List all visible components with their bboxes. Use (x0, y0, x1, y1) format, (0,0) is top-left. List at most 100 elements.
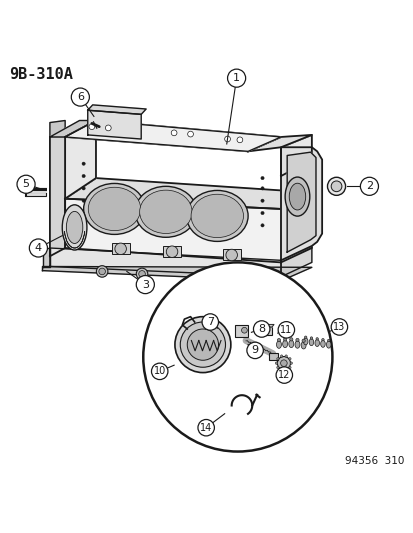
Circle shape (276, 358, 278, 360)
Polygon shape (50, 137, 65, 256)
Circle shape (321, 338, 323, 341)
Circle shape (241, 327, 247, 333)
Circle shape (115, 243, 126, 255)
Polygon shape (50, 120, 96, 137)
Circle shape (309, 337, 312, 340)
Polygon shape (280, 247, 311, 277)
Circle shape (246, 342, 263, 359)
Ellipse shape (294, 341, 299, 348)
Circle shape (276, 366, 278, 369)
Polygon shape (65, 120, 280, 151)
Circle shape (105, 125, 111, 131)
Ellipse shape (309, 338, 313, 346)
Ellipse shape (320, 340, 325, 348)
Circle shape (330, 319, 347, 335)
Circle shape (175, 317, 230, 373)
Polygon shape (50, 120, 65, 137)
Ellipse shape (186, 190, 247, 241)
Circle shape (71, 88, 89, 106)
Circle shape (280, 360, 287, 366)
Circle shape (82, 162, 85, 165)
Circle shape (288, 358, 290, 360)
Circle shape (260, 224, 263, 227)
Circle shape (171, 130, 176, 136)
Circle shape (187, 131, 193, 137)
Text: 11: 11 (280, 325, 292, 335)
Text: 10: 10 (153, 366, 166, 376)
Bar (112, 243, 129, 254)
Circle shape (315, 337, 318, 340)
Circle shape (280, 355, 282, 357)
Ellipse shape (83, 183, 145, 235)
Ellipse shape (326, 341, 330, 348)
Ellipse shape (289, 183, 305, 210)
Ellipse shape (285, 177, 309, 216)
Circle shape (304, 336, 306, 338)
Text: 12: 12 (278, 370, 290, 380)
Text: 94356  310: 94356 310 (344, 456, 404, 466)
Polygon shape (65, 199, 280, 262)
Circle shape (180, 322, 225, 367)
Circle shape (284, 355, 287, 357)
Ellipse shape (288, 340, 293, 348)
Circle shape (82, 199, 85, 203)
Circle shape (295, 338, 298, 342)
Polygon shape (88, 105, 146, 115)
Polygon shape (43, 266, 311, 281)
Circle shape (283, 338, 286, 341)
Circle shape (275, 362, 277, 365)
Circle shape (29, 239, 47, 257)
Bar (222, 249, 240, 260)
Circle shape (89, 124, 95, 130)
Circle shape (278, 321, 294, 338)
Polygon shape (280, 159, 311, 262)
Circle shape (166, 246, 177, 257)
Text: 1: 1 (233, 73, 240, 83)
Polygon shape (280, 135, 311, 176)
Text: 5: 5 (22, 179, 29, 189)
Polygon shape (261, 325, 273, 327)
Circle shape (359, 177, 377, 196)
Circle shape (82, 174, 85, 177)
Polygon shape (247, 135, 311, 151)
Circle shape (260, 187, 263, 190)
Text: 9: 9 (251, 345, 258, 356)
Polygon shape (43, 248, 50, 266)
Text: 13: 13 (332, 322, 345, 332)
Polygon shape (65, 120, 96, 199)
Circle shape (277, 357, 290, 370)
Circle shape (197, 419, 214, 436)
Ellipse shape (314, 340, 319, 346)
Text: 4: 4 (35, 243, 42, 253)
Circle shape (290, 362, 292, 365)
Text: 2: 2 (365, 181, 372, 191)
Circle shape (277, 338, 280, 342)
Ellipse shape (139, 190, 192, 233)
Circle shape (289, 338, 292, 341)
Text: 8: 8 (258, 324, 265, 334)
Bar (163, 246, 180, 257)
Text: 3: 3 (142, 280, 148, 289)
Ellipse shape (88, 187, 140, 231)
Circle shape (99, 268, 105, 274)
Circle shape (275, 367, 292, 383)
Circle shape (143, 262, 332, 451)
Circle shape (253, 321, 269, 337)
Circle shape (202, 314, 218, 330)
Bar (26, 192, 46, 196)
Circle shape (96, 265, 108, 277)
Circle shape (82, 187, 85, 190)
Circle shape (288, 366, 290, 369)
Text: 6: 6 (77, 92, 84, 102)
Bar (261, 327, 271, 335)
Circle shape (187, 329, 218, 360)
Circle shape (260, 176, 263, 180)
Polygon shape (88, 110, 141, 139)
Circle shape (136, 268, 147, 280)
Ellipse shape (282, 340, 287, 348)
Circle shape (280, 369, 282, 372)
Circle shape (260, 212, 263, 215)
Ellipse shape (191, 194, 243, 238)
Circle shape (327, 340, 329, 342)
Ellipse shape (66, 212, 83, 244)
